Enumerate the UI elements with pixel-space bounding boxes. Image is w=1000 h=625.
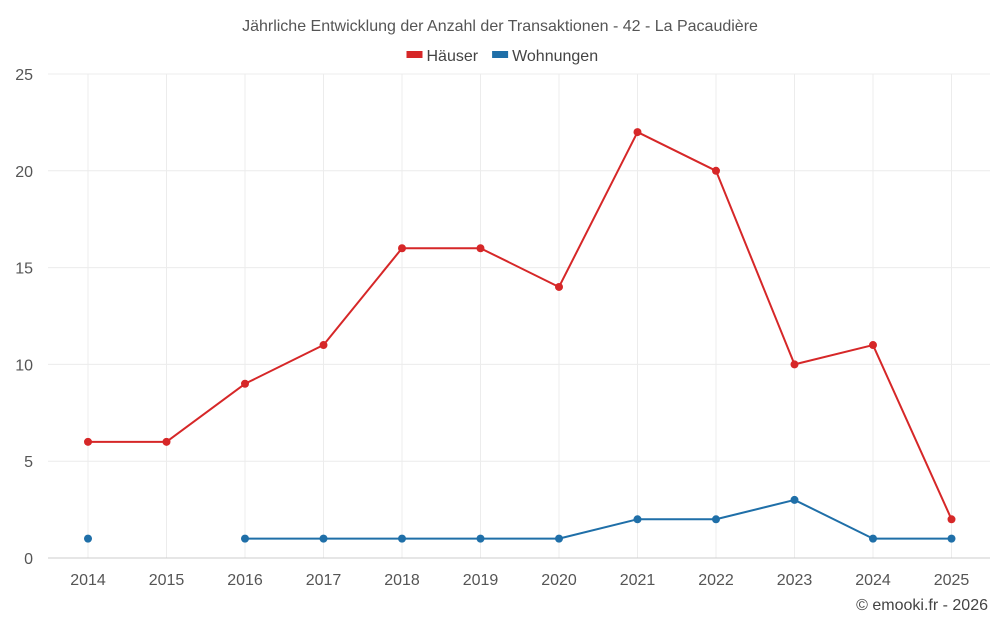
x-tick-label: 2020 [541,572,577,589]
y-tick-label: 20 [15,164,33,181]
legend-swatch [492,51,509,58]
x-tick-label: 2016 [227,572,263,589]
data-point[interactable] [476,244,485,253]
legend-swatch [406,51,423,58]
data-point[interactable] [790,495,799,504]
data-point[interactable] [712,166,720,175]
data-point[interactable] [319,534,328,543]
data-point[interactable] [869,534,877,543]
x-tick-label: 2018 [384,572,420,589]
y-tick-label: 0 [24,551,33,568]
series-1 [84,128,956,524]
data-point[interactable] [84,534,92,543]
data-point[interactable] [162,437,171,446]
series-line [88,131,953,520]
series-2 [84,495,956,543]
y-tick-label: 25 [15,67,33,84]
series-line [245,498,952,540]
x-axis: 2014 2015 2016 2017 2018 2019 2020 2021 2022 2023… [48,557,990,589]
y-tick-label: 15 [15,261,33,278]
series-group [84,128,956,543]
x-tick-label: 2025 [934,572,970,589]
x-tick-label: 2017 [306,572,342,589]
data-point[interactable] [712,515,720,524]
legend-label: Häuser [427,48,479,65]
data-point[interactable] [947,534,956,543]
data-point[interactable] [869,341,877,350]
x-tick-label: 2023 [777,572,813,589]
grid [48,73,990,559]
data-point[interactable] [241,534,249,543]
data-point[interactable] [398,244,406,253]
data-point[interactable] [241,379,249,388]
data-point[interactable] [398,534,406,543]
legend-item[interactable]: Wohnungen [492,48,598,65]
data-point[interactable] [555,282,563,291]
data-point[interactable] [84,437,92,446]
data-point[interactable] [790,360,799,369]
x-tick-label: 2021 [620,572,656,589]
x-tick-label: 2019 [463,572,499,589]
data-point[interactable] [947,515,956,524]
chart-title: Jährliche Entwicklung der Anzahl der Tra… [242,18,758,35]
data-point[interactable] [633,515,642,524]
y-tick-label: 10 [15,357,33,374]
x-tick-label: 2024 [855,572,891,589]
data-point[interactable] [476,534,485,543]
legend-label: Wohnungen [512,48,598,65]
y-axis: 0 5 10 15 20 25 [15,67,33,568]
x-tick-label: 2015 [149,572,185,589]
legend-item[interactable]: Häuser [406,48,479,65]
x-tick-label: 2014 [70,572,106,589]
data-point[interactable] [555,534,563,543]
data-point[interactable] [633,128,642,137]
credit-text: © emooki.fr - 2026 [856,597,988,614]
data-point[interactable] [319,341,328,350]
legend: Häuser Wohnungen [406,48,598,65]
y-tick-label: 5 [24,454,33,471]
x-tick-label: 2022 [698,572,734,589]
